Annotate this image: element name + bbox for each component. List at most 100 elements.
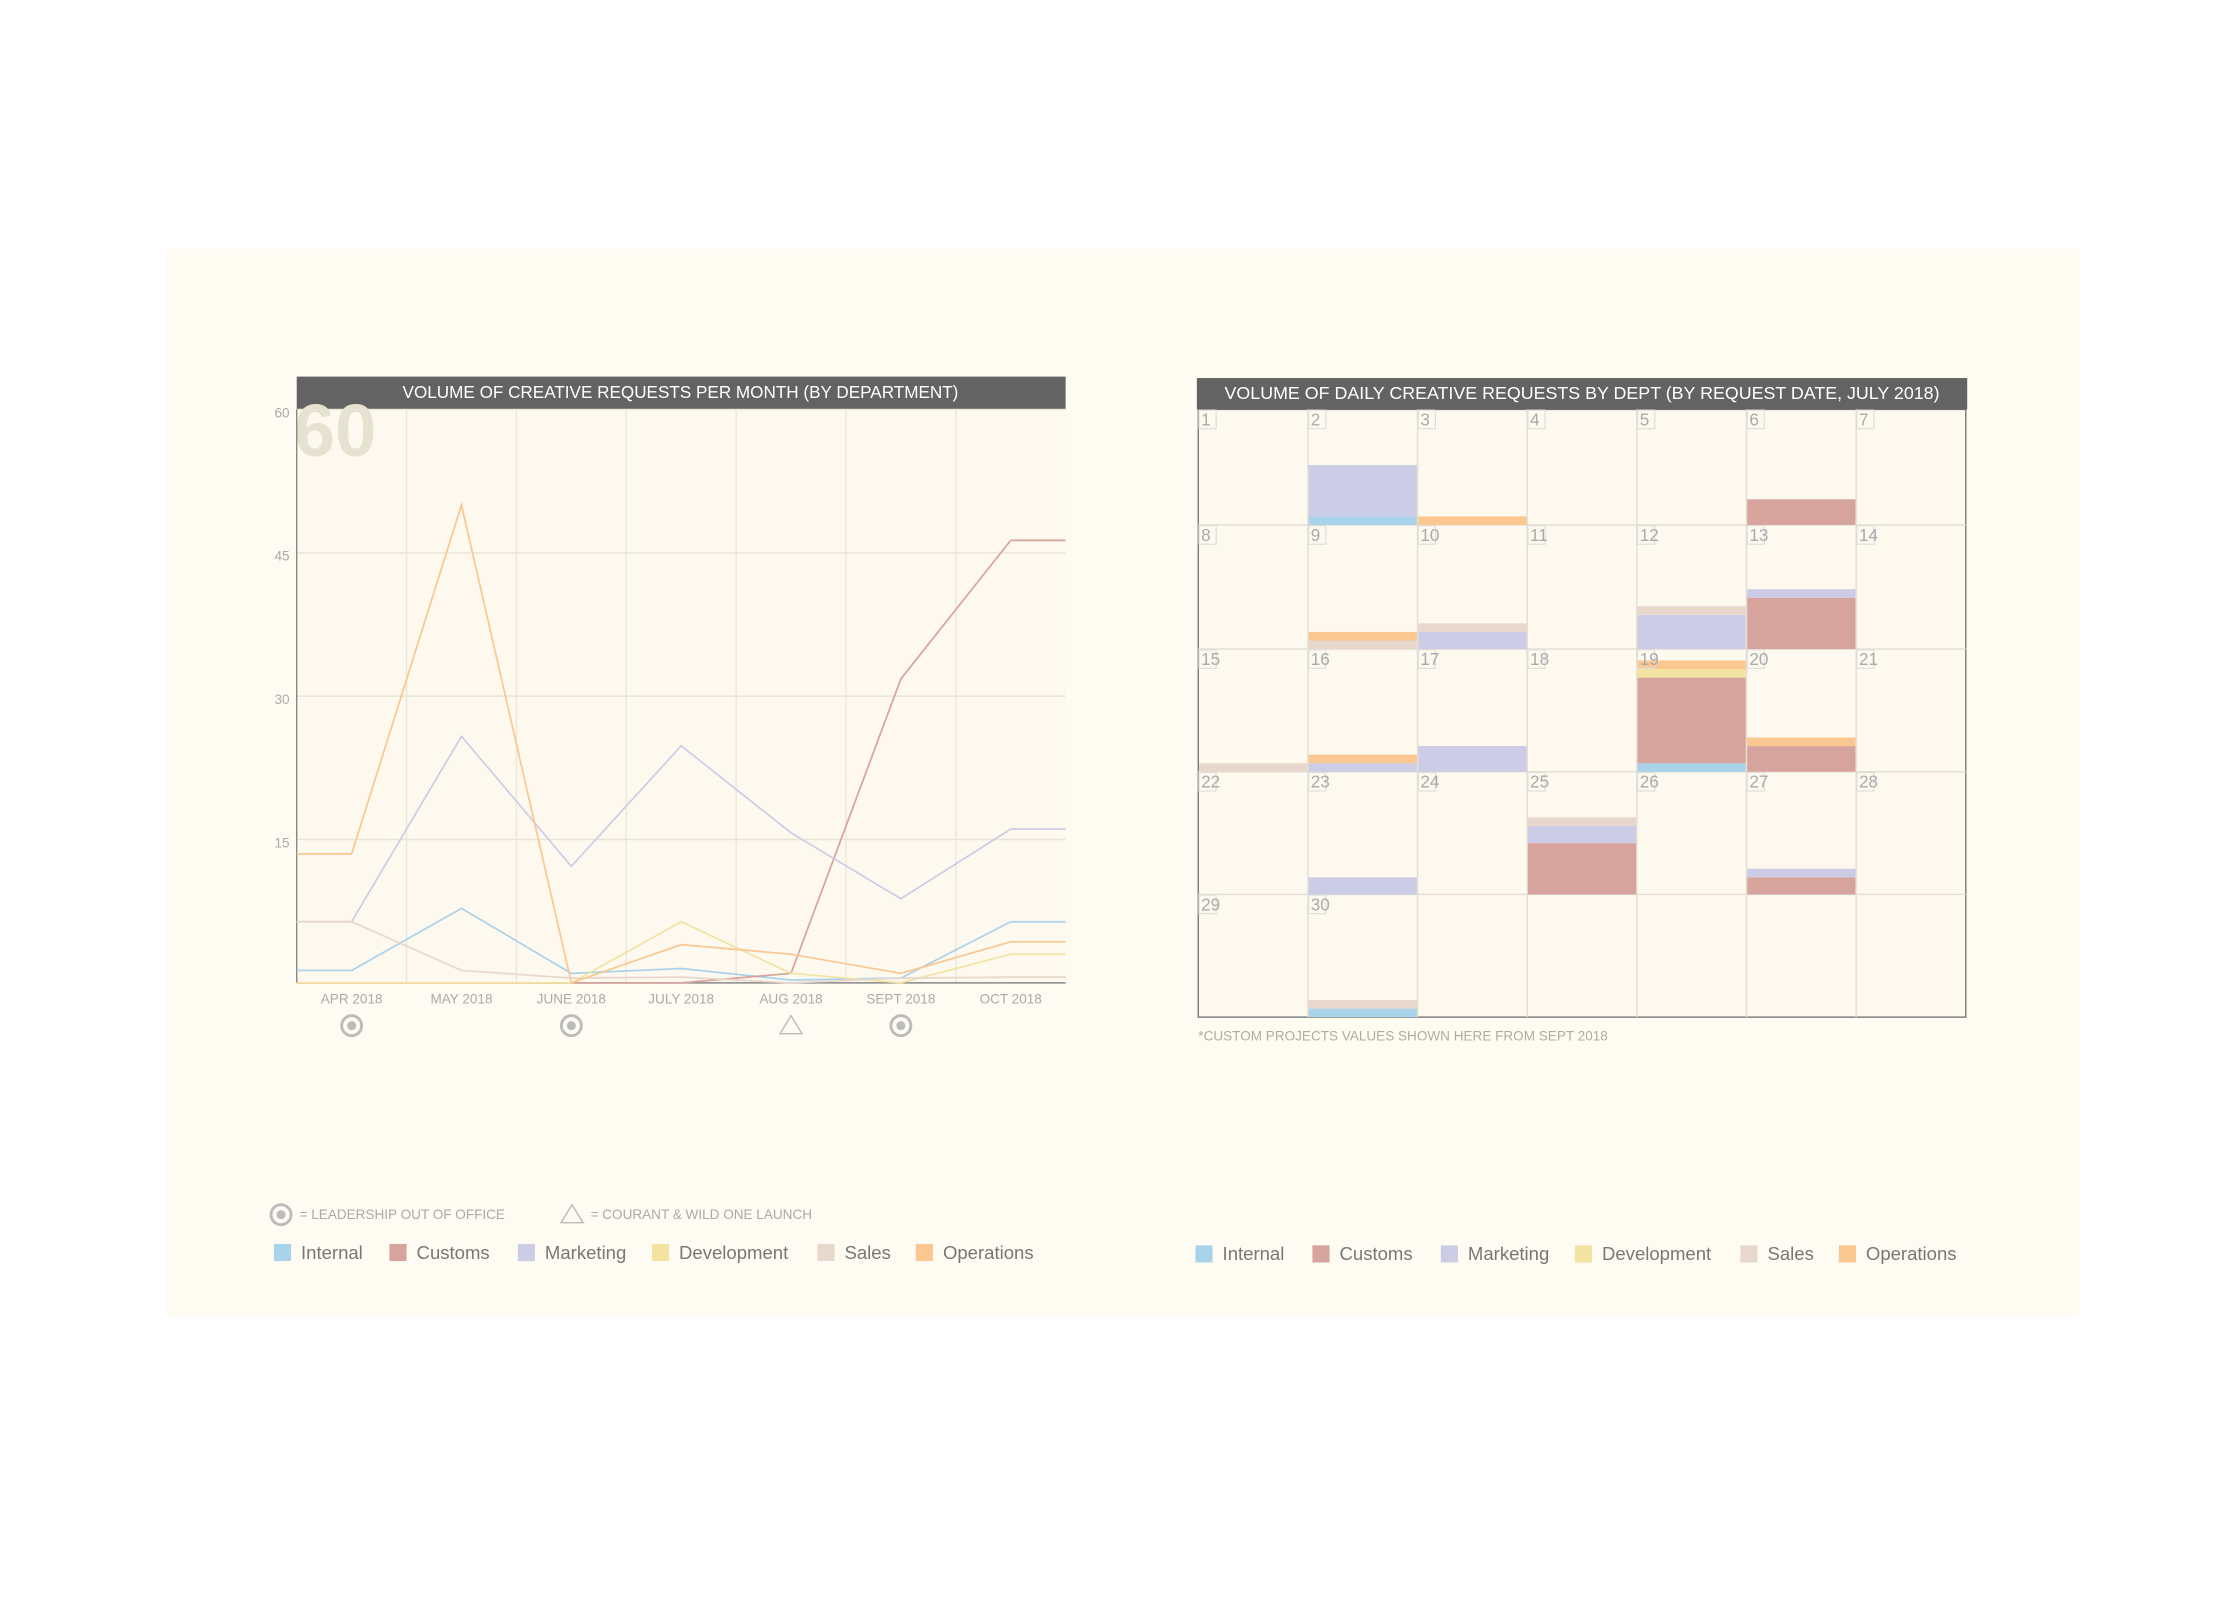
day-number-box [1856,525,1875,545]
day-number: 29 [1201,895,1220,914]
day-number-box [1746,525,1765,545]
day-number-box [1198,894,1217,915]
annotation-label: = COURANT & WILD ONE LAUNCH [591,1207,812,1222]
title-bar [1196,378,1968,410]
chart-title: VOLUME OF DAILY CREATIVE REQUESTS BY DEP… [1225,383,1940,403]
day-bar [1308,754,1417,764]
legend-label: Sales [845,1242,891,1263]
day-bar [1747,499,1856,525]
day-number: 23 [1311,773,1330,792]
legend-swatch [389,1243,407,1262]
day-number-box [1746,649,1765,669]
day-number-box [1308,525,1327,545]
day-number: 20 [1749,650,1768,669]
day-number: 13 [1749,526,1768,545]
day-number-box [1746,771,1765,792]
day-number: 1 [1201,410,1211,429]
day-number-box [1198,649,1217,669]
legend-swatch [1838,1245,1856,1263]
day-number-box [1308,409,1327,430]
day-number: 3 [1420,410,1430,429]
legend-label: Internal [301,1242,363,1263]
day-bar [1308,1008,1417,1018]
day-number-box [1527,771,1546,792]
x-tick-label: AUG 2018 [759,992,822,1007]
legend-label: Sales [1767,1243,1813,1264]
day-bar [1308,1000,1417,1009]
day-bar [1418,631,1527,650]
x-tick-label: APR 2018 [321,992,383,1007]
series-line [351,920,1011,984]
day-bar [1747,737,1856,747]
day-bar [1527,817,1637,826]
day-bar [1637,660,1746,670]
day-number: 18 [1530,650,1549,669]
legend-swatch [1574,1245,1593,1263]
circle-marker-dot [566,1021,576,1031]
day-number-box [1417,409,1436,430]
y-tick-label: 60 [275,405,290,420]
day-number: 12 [1640,526,1659,545]
circle-marker [340,1014,364,1038]
legend-swatch [915,1243,933,1262]
day-bar [1747,868,1856,878]
day-bar [1308,640,1417,650]
day-number-box [1527,525,1546,545]
day-number-box [1527,649,1546,669]
series-line [350,501,1011,985]
day-bar [1527,825,1637,844]
day-bar [1637,606,1746,615]
legend-label: Customs [417,1242,490,1263]
day-number-box [1856,409,1875,430]
x-tick-label: OCT 2018 [980,992,1042,1007]
day-bar [1308,763,1417,772]
legend-label: Development [679,1242,789,1263]
legend-swatch [273,1243,292,1262]
day-number: 10 [1420,526,1439,545]
day-number-box [1856,771,1875,792]
day-number: 9 [1311,526,1321,545]
series-line [350,734,1012,923]
day-number-box [1856,649,1875,669]
circle-marker-dot [347,1021,357,1031]
day-number-box [1636,409,1656,430]
legend-label: Development [1602,1243,1712,1264]
legend-swatch [1195,1245,1213,1263]
day-bar [1637,669,1746,678]
circle-marker [269,1203,293,1227]
legend-swatch [1440,1245,1458,1263]
day-bar [1747,746,1856,772]
legend-label: Operations [1866,1243,1957,1264]
triangle-marker [559,1203,585,1224]
x-tick-label: JULY 2018 [648,992,714,1007]
day-number: 30 [1311,895,1330,914]
y-tick-label: 15 [275,835,290,850]
circle-marker [559,1014,583,1038]
day-bar [1308,516,1417,525]
chart-title: VOLUME OF CREATIVE REQUESTS PER MONTH (B… [403,383,959,402]
legend-label: Marketing [1468,1243,1549,1264]
series-line [351,920,1011,984]
day-number-box [1198,771,1217,792]
x-tick-label: SEPT 2018 [866,992,935,1007]
day-number: 14 [1859,526,1879,545]
day-bar [1418,746,1527,772]
day-number: 15 [1201,650,1220,669]
day-number: 24 [1420,773,1440,792]
legend-swatch [1312,1245,1330,1263]
day-bar [1418,516,1527,525]
day-number: 22 [1201,773,1220,792]
day-bar [1637,763,1746,772]
day-bar [1637,677,1746,764]
day-number-box [1198,525,1217,545]
day-number: 2 [1311,410,1321,429]
day-number: 27 [1749,773,1768,792]
day-number-box [1636,649,1656,669]
day-number: 21 [1859,650,1878,669]
day-bar [1308,465,1417,517]
day-bar [1527,843,1637,895]
day-number: 4 [1530,410,1540,429]
day-number-box [1308,894,1327,915]
footnote: *CUSTOM PROJECTS VALUES SHOWN HERE FROM … [1198,1029,1608,1044]
